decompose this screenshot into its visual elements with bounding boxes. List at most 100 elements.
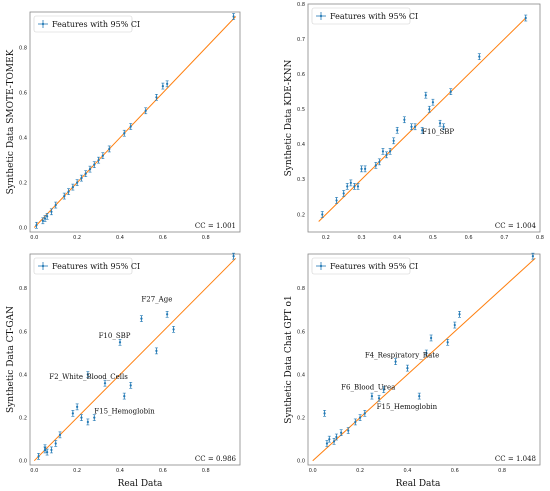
legend-label: Features with 95% CI — [330, 262, 418, 271]
data-point — [320, 211, 324, 218]
feature-annotation: F2_White_Blood_Cells — [49, 373, 128, 381]
y-tick-label: 0.4 — [297, 372, 305, 378]
legend-label: Features with 95% CI — [330, 12, 418, 21]
data-point — [144, 107, 148, 115]
point-marker — [421, 129, 424, 132]
data-point — [446, 338, 450, 346]
data-point — [374, 162, 378, 169]
chart-panel-4: 0.0 0.2 0.4 0.6 0.80.00.20.40.60.8Synthetic … — [284, 252, 541, 474]
data-point — [405, 364, 409, 372]
data-point — [41, 217, 45, 225]
data-point — [323, 410, 327, 417]
point-marker — [374, 164, 377, 167]
data-point — [363, 410, 367, 417]
point-marker — [76, 181, 79, 184]
data-point — [402, 116, 406, 124]
correlation-coefficient: CC = 1.004 — [495, 222, 537, 230]
x-tick-label: 0.2 — [73, 468, 81, 474]
y-axis-label: Synthetic Data SMOTE-TOMEK — [6, 49, 16, 194]
point-marker — [381, 150, 385, 153]
legend: Features with 95% CI — [311, 7, 418, 25]
x-tick-label: 0.4 — [116, 235, 124, 241]
point-marker — [524, 16, 527, 20]
point-marker — [166, 313, 169, 316]
data-point — [453, 321, 457, 329]
feature-annotation: F27_Age — [141, 295, 172, 303]
data-point — [353, 418, 357, 426]
data-point — [431, 98, 435, 106]
point-marker — [385, 153, 388, 156]
feature-annotation: F15_Hemoglobin — [377, 403, 438, 411]
point-marker — [123, 395, 126, 398]
point-marker — [478, 55, 481, 58]
y-tick-label: 0.0 — [297, 458, 305, 464]
point-marker — [388, 150, 392, 153]
y-tick-label: 0.8 — [297, 2, 305, 8]
data-point — [122, 129, 126, 137]
point-marker — [377, 397, 381, 400]
data-point — [346, 427, 350, 434]
legend-label: Features with 95% CI — [52, 20, 140, 29]
x-tick-label: 0.3 — [358, 235, 366, 241]
point-marker — [431, 101, 435, 104]
data-point — [342, 190, 346, 197]
feature-annotation: F6_Blood_Urea — [341, 384, 395, 392]
point-marker — [360, 167, 363, 170]
point-marker — [97, 159, 100, 162]
y-axis-label: Synthetic Data KDE-KNN — [284, 59, 294, 176]
data-point — [356, 183, 360, 190]
data-point — [54, 440, 58, 447]
y-tick-label: 0.4 — [297, 142, 305, 148]
data-point — [79, 174, 83, 182]
feature-annotation: F10_SBP — [422, 128, 454, 136]
data-point — [417, 392, 421, 400]
point-marker — [378, 160, 381, 163]
point-marker — [342, 192, 345, 195]
data-point — [88, 165, 92, 173]
point-marker — [103, 382, 107, 385]
y-tick-label: 0.2 — [19, 180, 27, 186]
point-marker — [370, 395, 374, 398]
point-marker — [446, 341, 449, 344]
point-marker — [410, 125, 413, 128]
x-tick-label: 0.0 — [30, 235, 38, 241]
point-marker — [80, 416, 83, 419]
data-point — [352, 183, 356, 190]
point-marker — [71, 412, 74, 415]
y-tick-label: 0.8 — [19, 46, 27, 52]
x-tick-label: 0.8 — [498, 468, 506, 474]
data-point — [129, 123, 133, 130]
y-tick-label: 0.6 — [297, 72, 305, 78]
chart-panel-3: 0.0 0.2 0.4 0.6 0.8 0.0 0.2 0.4 0.6 0.8 Synthetic … — [6, 252, 241, 474]
point-marker — [413, 125, 417, 128]
point-marker — [340, 431, 343, 434]
point-marker — [349, 181, 352, 184]
point-marker — [41, 219, 44, 222]
point-marker — [155, 96, 158, 99]
data-point — [427, 105, 431, 113]
data-point — [385, 151, 389, 159]
point-marker — [63, 194, 66, 198]
y-tick-label: 0.6 — [19, 329, 27, 335]
x-axis-title-left: Real Data — [118, 479, 163, 489]
point-marker — [364, 167, 367, 170]
point-marker — [354, 420, 357, 424]
data-point — [49, 208, 53, 216]
point-marker — [93, 416, 96, 419]
point-marker — [392, 139, 395, 142]
point-marker — [335, 199, 338, 202]
point-marker — [76, 405, 79, 408]
legend-box — [33, 257, 133, 275]
data-point — [345, 183, 349, 190]
legend: Features with 95% CI — [311, 257, 418, 275]
data-point — [349, 179, 353, 187]
data-point — [232, 252, 236, 260]
chart-panel-2: 0.2 0.3 0.4 0.5 0.6 0.7 0.8 0.2 0.3 0.4 0.5 0.6 0.7 0… — [284, 2, 544, 241]
x-tick-label: 0.6 — [159, 468, 167, 474]
x-tick-label: 0.7 — [500, 235, 508, 241]
point-marker — [101, 154, 104, 157]
feature-annotation: F15_Hemoglobin — [94, 407, 155, 415]
point-marker — [86, 420, 89, 424]
point-marker — [356, 185, 360, 188]
legend: Features with 95% CI — [33, 15, 140, 33]
